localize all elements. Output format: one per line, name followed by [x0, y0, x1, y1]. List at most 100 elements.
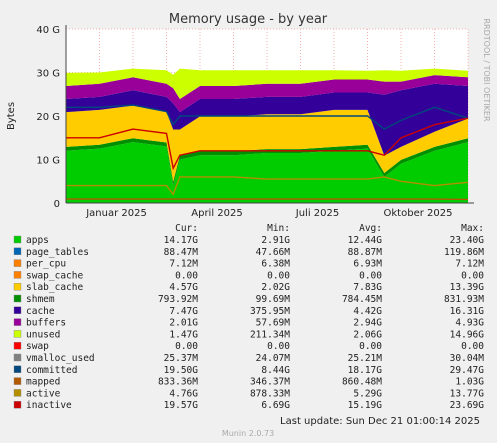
legend-name: swap_cache — [26, 270, 83, 281]
legend-value: 4.93G — [455, 318, 484, 329]
legend-name: slab_cache — [26, 282, 83, 293]
legend-swatch — [13, 377, 22, 385]
legend-value: 4.42G — [353, 306, 382, 317]
series-areas — [66, 68, 468, 203]
legend-value: 4.57G — [169, 282, 198, 293]
legend-value: 19.57G — [164, 400, 199, 411]
legend-name: buffers — [26, 318, 66, 329]
legend-value: 47.66M — [256, 247, 291, 258]
legend-name: mapped — [26, 377, 60, 388]
legend-value: 15.19G — [348, 400, 383, 411]
legend-name: page_tables — [26, 247, 89, 258]
y-tick-label: 30 G — [36, 69, 60, 80]
legend-value: 13.77G — [450, 388, 485, 399]
legend-value: 19.50G — [164, 365, 199, 376]
legend-swatch — [13, 271, 22, 279]
series-lines — [66, 104, 469, 201]
area-slab_cache — [66, 105, 468, 182]
y-tick-label: 0 — [54, 199, 60, 210]
legend-value: 0.00 — [359, 270, 382, 281]
legend-value: 16.31G — [450, 306, 485, 317]
legend-value: 878.33M — [250, 388, 290, 399]
legend-value: 13.39G — [450, 282, 485, 293]
legend-header: Min: — [267, 223, 290, 234]
legend-swatch — [13, 283, 22, 291]
legend-value: 119.86M — [444, 247, 484, 258]
legend-swatch — [13, 294, 22, 303]
x-tick-labels: Januar 2025 April 2025 Juli 2025 Oktober 20… — [85, 208, 452, 219]
legend-table: Cur: Min: Avg: Max: apps 14.17G 2.91G 12.44G 23.… — [13, 223, 485, 411]
legend-value: 29.47G — [450, 365, 485, 376]
y-tick-labels: 0 10 G 20 G 30 G 40 G — [36, 25, 60, 210]
legend-value: 5.29G — [353, 388, 382, 399]
legend-name: swap — [26, 341, 49, 352]
legend-swatch — [13, 365, 22, 373]
legend-name: unused — [26, 329, 60, 340]
legend-name: active — [26, 388, 61, 399]
area-buffers — [66, 75, 468, 113]
legend-swatch — [13, 306, 22, 314]
legend-value: 2.01G — [169, 318, 198, 329]
legend-header: Avg: — [359, 223, 382, 234]
legend-value: 0.00 — [359, 341, 382, 352]
legend-value: 1.47G — [169, 329, 198, 340]
legend-swatch — [13, 342, 22, 350]
legend-value: 6.38M — [261, 259, 290, 270]
legend-value: 0.00 — [461, 341, 484, 352]
last-update-text: Last update: Sun Dec 21 01:00:14 2025 — [280, 416, 480, 427]
legend-value: 7.12M — [169, 259, 198, 270]
legend-value: 860.48M — [342, 377, 382, 388]
area-apps — [66, 142, 468, 203]
legend-value: 211.34M — [250, 329, 290, 340]
legend-value: 30.04M — [450, 353, 485, 364]
legend-name: committed — [26, 365, 77, 376]
legend-value: 0.00 — [461, 270, 484, 281]
legend-swatch — [13, 259, 22, 267]
legend-value: 4.76G — [169, 388, 198, 399]
legend-value: 23.40G — [450, 235, 485, 246]
x-tick-label: Juli 2025 — [295, 208, 339, 219]
legend-swatch — [13, 330, 22, 338]
legend-value: 0.00 — [175, 270, 198, 281]
legend-name: inactive — [26, 400, 72, 411]
legend-name: cache — [26, 306, 55, 317]
legend-value: 0.00 — [267, 270, 290, 281]
line-inactive — [66, 117, 469, 171]
line-active — [66, 176, 469, 196]
legend-header: Cur: — [175, 223, 198, 234]
y-tick-label: 20 G — [36, 112, 60, 123]
line-committed — [66, 104, 469, 130]
x-tick-label: April 2025 — [191, 208, 242, 219]
rrdtool-watermark: RRDTOOL / TOBI OETIKER — [482, 18, 491, 121]
legend-value: 6.69G — [261, 400, 290, 411]
legend-value: 6.93M — [353, 259, 382, 270]
x-tick-label: Oktober 2025 — [384, 208, 453, 219]
axes — [65, 25, 474, 204]
legend-name: vmalloc_used — [26, 353, 95, 364]
legend-value: 12.44G — [348, 235, 383, 246]
legend-value: 14.17G — [164, 235, 199, 246]
legend-value: 88.87M — [348, 247, 383, 258]
legend-swatch — [13, 235, 22, 244]
legend-value: 1.03G — [455, 377, 484, 388]
area-cache — [66, 83, 468, 156]
legend-value: 7.12M — [455, 259, 484, 270]
legend-swatch — [13, 389, 22, 397]
y-axis-label: Bytes — [6, 102, 17, 130]
legend-value: 375.95M — [250, 306, 290, 317]
legend-value: 18.17G — [348, 365, 383, 376]
y-tick-label: 10 G — [36, 156, 60, 167]
legend-value: 346.37M — [250, 377, 290, 388]
legend-value: 7.83G — [353, 282, 382, 293]
legend-name: per_cpu — [26, 259, 66, 270]
legend-value: 7.47G — [169, 306, 198, 317]
legend-name: apps — [26, 235, 49, 246]
legend-value: 57.69M — [256, 318, 291, 329]
legend-swatch — [13, 247, 22, 256]
legend-value: 88.47M — [164, 247, 199, 258]
legend-swatch — [13, 353, 22, 362]
legend-value: 0.00 — [175, 341, 198, 352]
legend-value: 2.91G — [261, 235, 290, 246]
x-tick-label: Januar 2025 — [85, 208, 147, 219]
